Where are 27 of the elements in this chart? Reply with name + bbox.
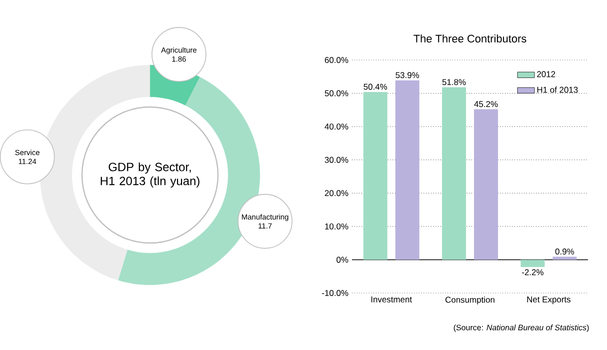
data-label: 53.9% bbox=[396, 72, 420, 78]
y-tick-label: 20.0% bbox=[324, 190, 348, 196]
y-tick-label: 60.0% bbox=[324, 57, 348, 63]
y-tick-label: 50.0% bbox=[324, 90, 348, 96]
bar bbox=[520, 260, 545, 268]
data-label: -2.2% bbox=[522, 269, 544, 276]
bar bbox=[363, 92, 388, 260]
y-tick-label: 30.0% bbox=[324, 156, 348, 163]
bar bbox=[395, 80, 420, 260]
legend-label: H1 of 2013 bbox=[537, 86, 578, 93]
x-tick-label: Consumption bbox=[445, 296, 494, 304]
y-tick-label: -10.0% bbox=[322, 290, 348, 296]
y-tick-label: 10.0% bbox=[325, 223, 348, 230]
data-label: 45.2% bbox=[474, 101, 498, 108]
bar bbox=[442, 87, 466, 260]
data-label: 50.4% bbox=[364, 84, 388, 90]
data-label: 51.8% bbox=[442, 79, 466, 86]
y-tick-label: 40.0% bbox=[324, 124, 348, 130]
data-label: 0.9% bbox=[555, 248, 574, 255]
y-tick-label: 0% bbox=[336, 256, 348, 263]
x-tick-label: Investment bbox=[371, 296, 412, 302]
x-tick-label: Net Exports bbox=[527, 296, 570, 304]
text: GDP by Sector, H1 2013 (tln yuan) bbox=[100, 162, 200, 188]
legend-label: 2012 bbox=[537, 71, 556, 78]
bar bbox=[474, 109, 498, 260]
bar bbox=[552, 256, 577, 260]
chart-title: The Three Contributors bbox=[414, 34, 526, 43]
